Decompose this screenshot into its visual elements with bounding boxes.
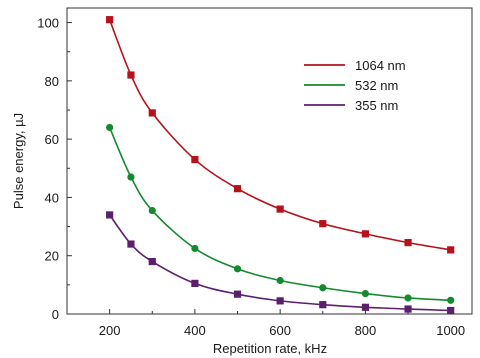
data-point <box>233 290 242 298</box>
y-tick-label: 100 <box>37 16 59 31</box>
data-point <box>361 230 370 238</box>
data-point <box>319 284 327 292</box>
data-point <box>447 306 455 315</box>
data-point <box>404 239 412 247</box>
data-point <box>148 109 156 117</box>
data-point <box>148 257 156 266</box>
x-tick-label: 800 <box>355 323 377 338</box>
legend-label: 532 nm <box>355 78 398 93</box>
data-point <box>319 220 327 228</box>
legend-label: 1064 nm <box>355 58 406 73</box>
series-line <box>108 127 451 302</box>
legend-item: 532 nm <box>304 78 398 93</box>
data-point <box>233 185 242 193</box>
legend: 1064 nm 532 nm 355 nm <box>304 58 406 113</box>
data-point <box>404 305 412 313</box>
data-point <box>276 276 284 285</box>
data-point <box>148 206 156 215</box>
data-point <box>191 244 199 253</box>
data-point <box>127 173 135 181</box>
plot-frame <box>66 7 473 315</box>
series-532-nm <box>106 123 455 304</box>
data-point <box>233 265 242 273</box>
data-point <box>404 294 412 302</box>
data-point <box>127 71 135 79</box>
axis-ticks: 200 400 600 800 1000 0 20 40 60 80 100 <box>37 16 465 338</box>
data-point <box>447 246 455 254</box>
data-point <box>276 297 284 305</box>
data-point <box>191 155 199 164</box>
y-tick-label: 80 <box>45 74 59 89</box>
data-point <box>319 301 327 309</box>
series-layer <box>106 16 455 315</box>
x-tick-label: 1000 <box>436 323 465 338</box>
y-tick-label: 60 <box>45 132 59 147</box>
data-point <box>106 16 114 24</box>
data-point <box>191 279 199 287</box>
legend-item: 1064 nm <box>304 58 406 73</box>
series-1064-nm <box>106 16 455 254</box>
x-tick-label: 400 <box>184 323 206 338</box>
data-point <box>447 296 455 304</box>
y-axis-title: Pulse energy, µJ <box>11 113 26 209</box>
data-point <box>127 240 135 248</box>
series-355-nm <box>106 211 455 315</box>
series-line <box>108 19 451 251</box>
y-tick-label: 40 <box>45 190 59 205</box>
data-point <box>106 211 114 219</box>
legend-label: 355 nm <box>355 98 398 113</box>
y-tick-label: 0 <box>52 307 59 322</box>
series-line <box>108 214 451 312</box>
x-axis-title: Repetition rate, kHz <box>213 341 327 356</box>
x-tick-label: 200 <box>99 323 121 338</box>
data-point <box>361 303 370 311</box>
y-tick-label: 20 <box>45 249 59 264</box>
data-point <box>361 290 370 298</box>
data-point <box>276 205 284 213</box>
legend-item: 355 nm <box>304 98 398 113</box>
data-point <box>106 123 114 132</box>
x-tick-label: 600 <box>269 323 291 338</box>
